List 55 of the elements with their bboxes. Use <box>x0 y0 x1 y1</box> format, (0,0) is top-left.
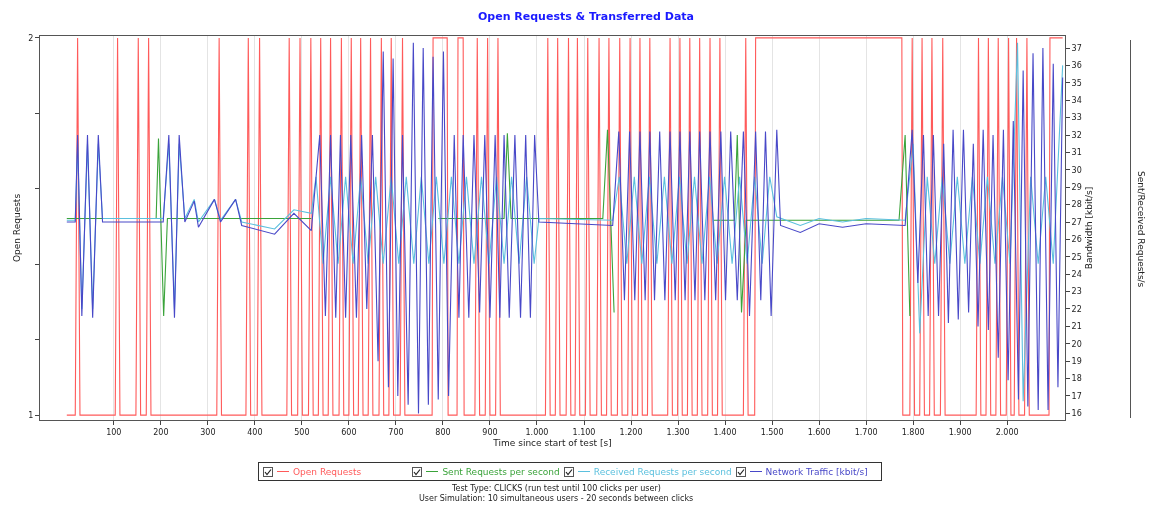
y2-tick-label: 26 <box>1071 235 1082 245</box>
x-tick-label: 1.000 <box>525 427 549 437</box>
legend-label: Received Requests per second <box>593 466 732 477</box>
y2-tick-label: 29 <box>1071 183 1082 192</box>
x-axis-title: Time since start of test [s] <box>492 438 612 449</box>
chart-title: Open Requests & Transferred Data <box>477 9 695 23</box>
y2-axis-title: Bandwidth [kbit/s] <box>1083 186 1094 270</box>
y-tick-label: 2 <box>28 33 34 43</box>
x-tick-label: 400 <box>247 427 263 437</box>
x-tick-label: 1.700 <box>854 427 878 437</box>
y2-tick-label: 33 <box>1071 113 1082 123</box>
x-tick-label: 200 <box>153 427 169 437</box>
y2-tick-label: 21 <box>1071 322 1082 332</box>
y2-tick-label: 35 <box>1071 78 1082 88</box>
y2-tick-label: 36 <box>1071 61 1082 71</box>
x-tick-label: 1.100 <box>572 427 596 437</box>
text: Test Type: CLICKS (run test until 100 clicks per user) <box>451 484 661 493</box>
y2-tick-label: 24 <box>1071 269 1082 279</box>
y2-tick-label: 19 <box>1071 356 1082 366</box>
y2-tick-label: 30 <box>1071 165 1082 175</box>
x-tick-label: 800 <box>435 427 451 437</box>
x-tick-label: 700 <box>388 427 404 437</box>
y2-tick-label: 16 <box>1071 409 1082 419</box>
x-tick-label: 1.800 <box>901 427 925 437</box>
x-tick-label: 1.900 <box>948 427 972 437</box>
y2-tick-label: 34 <box>1071 96 1082 105</box>
y-axis-title: Open Requests <box>11 193 22 263</box>
y2-tick-label: 23 <box>1071 287 1082 297</box>
text: User Simulation: 10 simultaneous users - 20 seconds between clicks <box>419 494 694 503</box>
x-tick-label: 1.600 <box>807 427 831 437</box>
legend-label: Open Requests <box>293 466 362 477</box>
x-tick-label: 1.300 <box>666 427 690 437</box>
x-tick-label: 300 <box>200 427 216 437</box>
y2-tick-label: 37 <box>1071 43 1082 53</box>
y2-tick-label: 31 <box>1071 148 1082 158</box>
x-tick-label: 500 <box>294 427 310 437</box>
x-tick-label: 900 <box>482 427 498 437</box>
y2-tick-label: 28 <box>1071 200 1082 210</box>
x-tick-label: 600 <box>341 427 357 437</box>
y2-tick-label: 22 <box>1071 304 1082 314</box>
legend-label: Network Traffic [kbit/s] <box>765 466 868 477</box>
x-tick-label: 1.400 <box>713 427 737 437</box>
y-tick-label: 1 <box>28 410 34 420</box>
x-tick-label: 2.000 <box>995 427 1019 437</box>
y2-tick-label: 20 <box>1071 339 1082 349</box>
y2-tick-label: 32 <box>1071 130 1082 140</box>
legend-label: Sent Requests per second <box>442 466 560 477</box>
y2-tick-label: 18 <box>1071 374 1082 384</box>
y2-tick-label: 25 <box>1071 252 1082 262</box>
y2-tick-label: 27 <box>1071 217 1082 227</box>
x-tick-label: 100 <box>106 427 122 437</box>
x-tick-label: 1.500 <box>760 427 784 437</box>
y2-tick-label: 17 <box>1071 391 1082 401</box>
y3-axis-title: Sent/Received Requests/s <box>1136 170 1146 288</box>
x-tick-label: 1.200 <box>619 427 643 437</box>
